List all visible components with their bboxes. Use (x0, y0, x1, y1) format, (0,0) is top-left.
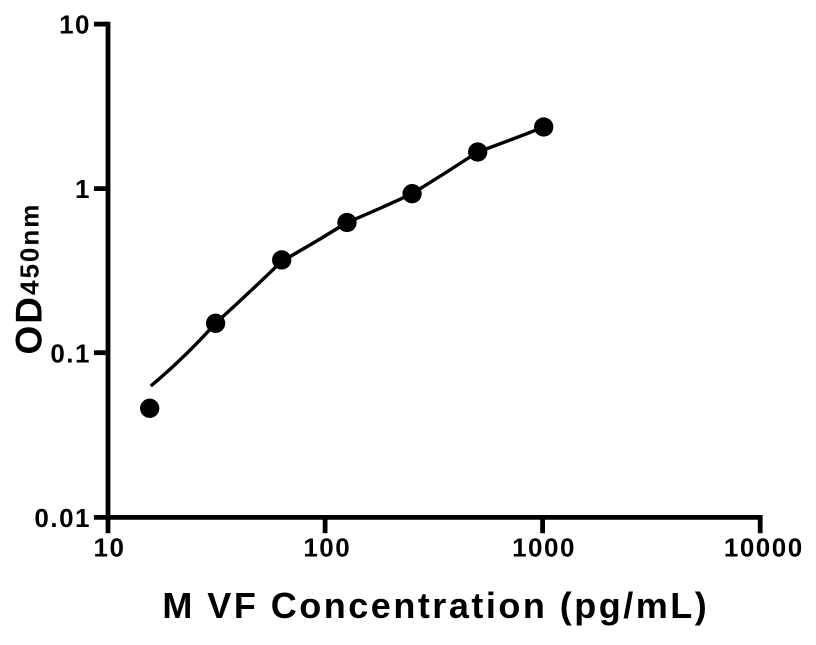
svg-text:100: 100 (303, 533, 351, 563)
svg-text:0.01: 0.01 (34, 503, 91, 533)
svg-text:OD450nm: OD450nm (9, 203, 50, 355)
svg-text:10: 10 (94, 533, 126, 563)
svg-text:10: 10 (59, 10, 91, 40)
svg-text:0.1: 0.1 (50, 338, 91, 368)
svg-text:M VF Concentration (pg/mL): M VF Concentration (pg/mL) (162, 585, 709, 626)
svg-text:10000: 10000 (724, 533, 804, 563)
svg-text:1000: 1000 (512, 533, 576, 563)
svg-text:1: 1 (75, 174, 91, 204)
